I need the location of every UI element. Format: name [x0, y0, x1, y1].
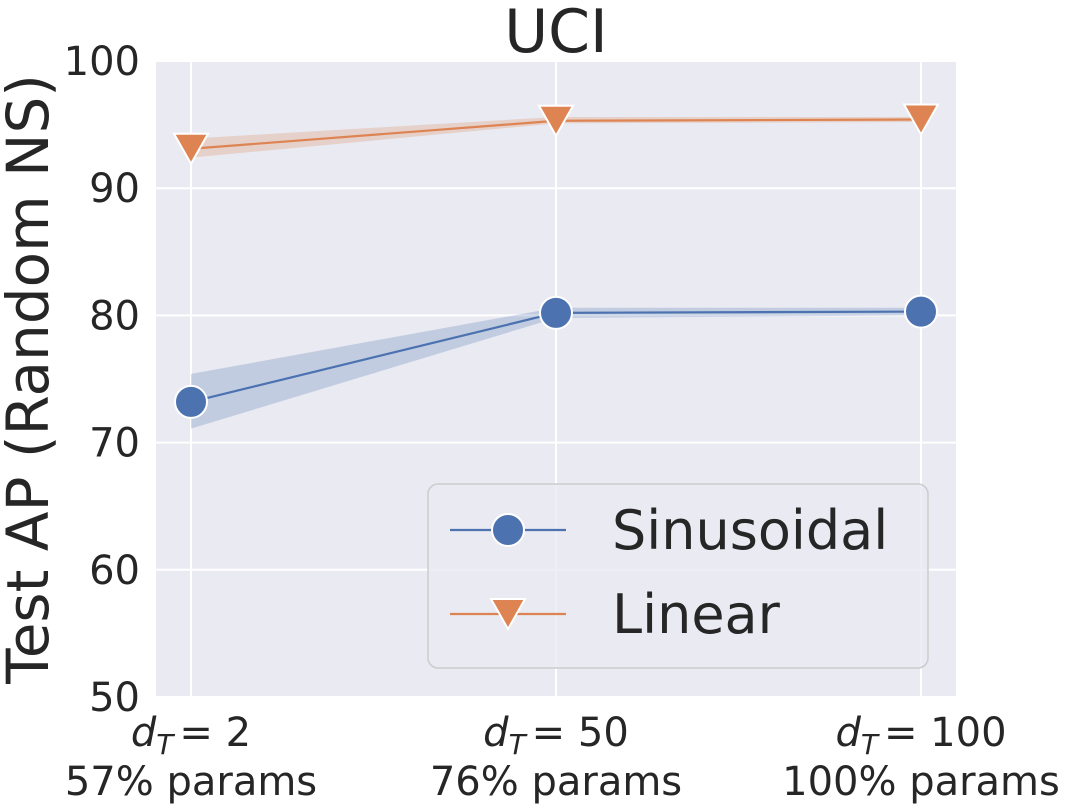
y-axis-label: Test AP (Random NS) — [0, 74, 62, 685]
y-tick-label: 70 — [89, 421, 140, 467]
legend-linear-label: Linear — [612, 583, 781, 646]
sinusoidal-point — [904, 294, 938, 329]
legend-sinusoidal-label: Sinusoidal — [612, 499, 888, 562]
y-tick-label: 80 — [89, 293, 140, 339]
sinusoidal-ci-band — [191, 307, 921, 429]
legend-linear-marker — [489, 598, 527, 632]
chart-title: UCI — [504, 0, 608, 67]
linear-point — [537, 104, 575, 138]
x-tick-var: d — [835, 710, 861, 756]
sinusoidal-point — [174, 384, 208, 419]
x-tick-var: d — [131, 710, 157, 756]
linear-point — [902, 103, 940, 137]
x-tick-params: 76% params — [430, 759, 682, 805]
x-tick-params: 57% params — [65, 759, 317, 805]
x-tick-subscript: T — [156, 728, 175, 761]
sinusoidal-point — [539, 295, 573, 330]
series-markers — [172, 103, 940, 419]
y-tick-label: 90 — [89, 166, 140, 212]
x-tick-subscript: T — [861, 728, 880, 761]
linear-point — [172, 132, 210, 166]
y-tick-label: 50 — [89, 675, 140, 721]
x-tick-value: = 50 — [532, 710, 629, 756]
y-tick-labels: 50 60 70 80 90 100 — [64, 39, 140, 721]
x-tick-value: = 2 — [179, 710, 251, 756]
x-tick-params: 100% params — [782, 759, 1060, 805]
x-tick-label: dT = 2 — [131, 710, 251, 761]
legend-sinusoidal-marker — [491, 513, 525, 547]
y-tick-label: 60 — [89, 548, 140, 594]
legend: Sinusoidal Linear — [427, 483, 929, 669]
x-tick-var: d — [483, 710, 509, 756]
x-tick-subscript: T — [509, 728, 528, 761]
x-tick-value: = 100 — [884, 710, 1007, 756]
y-tick-label: 100 — [64, 39, 140, 85]
x-tick-label: dT = 50 — [483, 710, 629, 761]
x-tick-label: dT = 100 — [835, 710, 1006, 761]
